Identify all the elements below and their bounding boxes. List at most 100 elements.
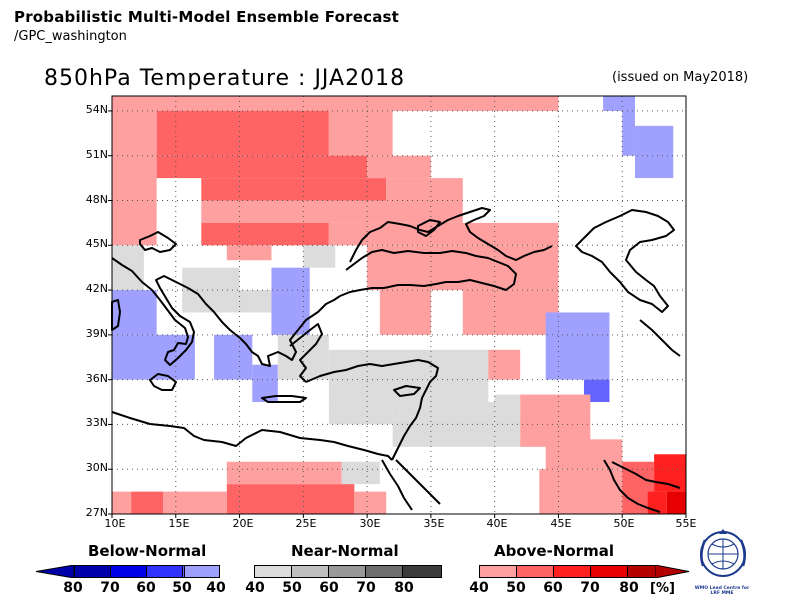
colorbar-below-arrow: [36, 565, 75, 578]
coastline-turkey-north: [339, 249, 517, 297]
coastline-turkey-south: [305, 359, 439, 461]
lon-label: 20E: [232, 517, 254, 530]
lat-label: 27N: [85, 506, 108, 519]
colorbar-near-label: 80: [394, 580, 414, 596]
probability-cell: [354, 491, 387, 514]
colorbar-below-label: 60: [136, 580, 156, 596]
colorbar-near-label: 60: [319, 580, 339, 596]
lat-label: 33N: [85, 416, 108, 429]
probability-cell: [328, 222, 559, 246]
probability-cell: [386, 178, 463, 201]
probability-cell: [239, 290, 272, 313]
lat-label: 48N: [85, 193, 108, 206]
colorbar-below-swatch: [146, 565, 183, 578]
probability-cell: [271, 267, 310, 335]
product-title: Probabilistic Multi-Model Ensemble Forec…: [14, 8, 400, 26]
coastline-north-africa: [111, 411, 393, 461]
lat-label: 51N: [85, 148, 108, 161]
probability-cell: [112, 96, 559, 111]
colorbar-below-label: 70: [100, 580, 120, 596]
probability-cell: [520, 394, 591, 447]
probability-cell: [156, 110, 329, 156]
probability-cell: [545, 312, 610, 380]
coastline-aegean: [289, 323, 323, 383]
lon-label: 10E: [104, 517, 126, 530]
probability-cell: [112, 334, 195, 380]
probability-cells: [112, 96, 686, 514]
lat-label: 54N: [85, 103, 108, 116]
lat-label: 42N: [85, 282, 108, 295]
probability-cell: [367, 155, 431, 179]
probability-cell: [226, 461, 342, 485]
colorbar-below-swatch: [74, 565, 111, 578]
colorbar-above-swatch: [590, 565, 628, 578]
probability-cell: [328, 402, 393, 425]
probability-cell: [545, 439, 623, 470]
probability-cell: [112, 110, 157, 246]
colorbar-below-label: 50: [172, 580, 192, 596]
lat-label: 39N: [85, 327, 108, 340]
probability-cell: [163, 491, 227, 514]
coastline-gulf: [603, 459, 681, 513]
colorbar-above-swatch: [479, 565, 517, 578]
coastline-cyprus: [393, 385, 421, 397]
colorbar-below-swatch: [110, 565, 147, 578]
colorbar-above-swatch: [516, 565, 554, 578]
wmo-logo-icon: [700, 529, 746, 577]
coastline-adriatic-north: [139, 231, 177, 253]
probability-cell: [666, 491, 686, 514]
wmo-logo-caption: WMO Lead Centre for LRF MME: [694, 586, 750, 596]
probability-cell: [654, 454, 686, 492]
colorbar-near-swatch: [328, 565, 366, 578]
probability-cell: [201, 222, 329, 246]
colorbar-above-label: 70: [580, 580, 600, 596]
colorbar-above-swatch: [553, 565, 591, 578]
probability-cell: [226, 245, 272, 261]
lat-label: 36N: [85, 372, 108, 385]
lat-label: 30N: [85, 461, 108, 474]
probability-cell: [622, 110, 635, 156]
colorbar-near-swatch: [291, 565, 329, 578]
lon-label: 55E: [675, 517, 697, 530]
colorbar-unit: [%]: [650, 581, 675, 596]
lon-label: 35E: [423, 517, 445, 530]
coastline-red-sea: [381, 459, 441, 511]
product-subtitle: /GPC_washington: [14, 29, 127, 44]
colorbar-below-label: 80: [63, 580, 83, 596]
lat-label: 45N: [85, 237, 108, 250]
probability-cell: [226, 484, 355, 514]
colorbar-near-swatch: [402, 565, 442, 578]
coastline-italy-balkans: [111, 257, 341, 367]
coastline-crete: [261, 395, 307, 403]
probability-cell: [201, 178, 387, 201]
colorbar-near-title: Near-Normal: [291, 542, 399, 560]
lon-label: 45E: [550, 517, 572, 530]
colorbar-near-label: 70: [356, 580, 376, 596]
colorbar-above-label: 40: [469, 580, 489, 596]
colorbar-near-swatch: [254, 565, 292, 578]
probability-cell: [214, 334, 253, 380]
probability-cell: [156, 155, 368, 179]
probability-cell: [379, 290, 431, 335]
lon-label: 40E: [486, 517, 508, 530]
colorbar-above-arrow: [655, 565, 690, 578]
probability-cell: [488, 349, 521, 380]
map-frame: [111, 95, 687, 515]
colorbar-above-label: 80: [619, 580, 639, 596]
colorbar-below-swatch: [184, 565, 220, 578]
probability-cell: [328, 349, 489, 403]
coastline-east: [639, 319, 681, 357]
coastline-crimea: [417, 219, 441, 237]
probability-cell: [112, 290, 157, 335]
colorbar-near-swatch: [365, 565, 403, 578]
lon-label: 25E: [295, 517, 317, 530]
lon-label: 15E: [168, 517, 190, 530]
colorbar-above-label: 60: [543, 580, 563, 596]
coastline-black-sea-north: [349, 207, 553, 263]
colorbar-above-swatch: [627, 565, 657, 578]
colorbar-above-title: Above-Normal: [494, 542, 614, 560]
colorbar-near-label: 40: [245, 580, 265, 596]
probability-cell: [494, 394, 521, 447]
probability-cell: [201, 200, 463, 223]
